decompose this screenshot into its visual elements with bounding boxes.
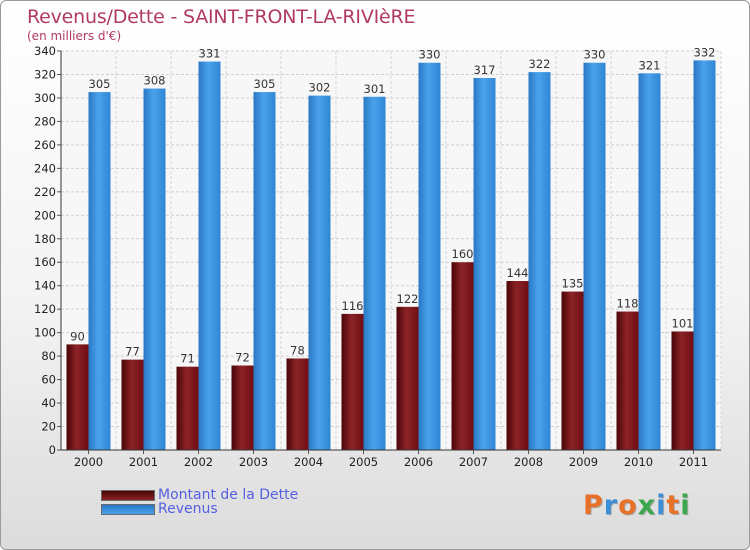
y-tick-label: 0 bbox=[49, 443, 56, 457]
y-tick-label: 20 bbox=[41, 420, 56, 434]
bar-debt bbox=[341, 313, 364, 450]
bar-debt bbox=[286, 358, 309, 450]
bar-revenue bbox=[418, 62, 441, 451]
data-label-debt: 78 bbox=[290, 343, 305, 357]
data-label-revenue: 301 bbox=[364, 82, 386, 96]
data-label-debt: 160 bbox=[452, 247, 474, 261]
x-tick-label: 2011 bbox=[679, 455, 708, 469]
bar-revenue bbox=[638, 73, 661, 450]
y-tick-label: 320 bbox=[34, 67, 56, 81]
data-label-revenue: 330 bbox=[419, 48, 441, 62]
x-tick-label: 2000 bbox=[74, 455, 103, 469]
proxiti-logo: Proxiti bbox=[583, 490, 691, 521]
data-label-debt: 71 bbox=[180, 352, 195, 366]
legend-item-revenue: Revenus bbox=[101, 501, 218, 517]
y-tick-label: 340 bbox=[34, 44, 56, 58]
bar-revenue bbox=[363, 96, 386, 451]
bar-revenue bbox=[583, 62, 606, 451]
data-label-debt: 90 bbox=[70, 329, 85, 343]
bar-debt bbox=[121, 359, 144, 450]
y-tick-label: 80 bbox=[41, 349, 56, 363]
y-tick-label: 160 bbox=[34, 255, 56, 269]
x-tick-label: 2010 bbox=[624, 455, 653, 469]
x-tick-label: 2004 bbox=[294, 455, 323, 469]
bar-revenue bbox=[473, 77, 496, 450]
bar-debt bbox=[506, 281, 529, 450]
logo-letter: P bbox=[583, 490, 604, 521]
legend-item-debt: Montant de la Dette bbox=[101, 487, 298, 503]
data-label-debt: 116 bbox=[342, 299, 364, 313]
data-label-debt: 101 bbox=[672, 316, 694, 330]
y-tick-label: 240 bbox=[34, 161, 56, 175]
data-label-revenue: 321 bbox=[639, 58, 661, 72]
x-tick-label: 2006 bbox=[404, 455, 433, 469]
bar-debt bbox=[561, 291, 584, 450]
x-tick-label: 2005 bbox=[349, 455, 378, 469]
data-label-revenue: 308 bbox=[144, 74, 166, 88]
bar-debt bbox=[66, 344, 89, 450]
x-tick-label: 2003 bbox=[239, 455, 268, 469]
logo-letter: i bbox=[656, 490, 667, 521]
bar-revenue bbox=[198, 61, 221, 450]
legend-label-revenue: Revenus bbox=[158, 501, 218, 517]
bar-debt bbox=[451, 262, 474, 450]
y-tick-label: 200 bbox=[34, 208, 56, 222]
data-label-revenue: 317 bbox=[474, 63, 496, 77]
y-tick-label: 40 bbox=[41, 396, 56, 410]
data-label-revenue: 331 bbox=[199, 47, 221, 61]
x-tick-label: 2008 bbox=[514, 455, 543, 469]
bar-debt bbox=[671, 331, 694, 450]
chart-title: Revenus/Dette - SAINT-FRONT-LA-RIVIèRE bbox=[27, 6, 416, 28]
y-tick-label: 120 bbox=[34, 302, 56, 316]
y-tick-label: 220 bbox=[34, 185, 56, 199]
data-label-debt: 77 bbox=[125, 345, 140, 359]
data-label-debt: 135 bbox=[562, 277, 584, 291]
data-label-revenue: 302 bbox=[309, 81, 331, 95]
data-label-revenue: 330 bbox=[584, 48, 606, 62]
bar-debt bbox=[231, 365, 254, 450]
bar-revenue bbox=[308, 95, 331, 450]
y-tick-label: 100 bbox=[34, 326, 56, 340]
y-tick-label: 260 bbox=[34, 138, 56, 152]
data-label-debt: 72 bbox=[235, 351, 250, 365]
bar-revenue bbox=[693, 60, 716, 450]
data-label-revenue: 305 bbox=[89, 77, 111, 91]
data-label-debt: 122 bbox=[397, 292, 419, 306]
y-tick-label: 60 bbox=[41, 373, 56, 387]
y-tick-label: 280 bbox=[34, 114, 56, 128]
bar-debt bbox=[396, 306, 419, 450]
bar-revenue bbox=[528, 72, 551, 450]
legend-swatch-revenue bbox=[101, 503, 155, 515]
logo-letter: x bbox=[637, 490, 657, 521]
x-tick-label: 2007 bbox=[459, 455, 488, 469]
logo-letter: i bbox=[680, 490, 691, 521]
x-tick-label: 2002 bbox=[184, 455, 213, 469]
bar-revenue bbox=[253, 92, 276, 450]
logo-letter: r bbox=[603, 490, 619, 521]
bar-debt bbox=[616, 311, 639, 450]
data-label-debt: 144 bbox=[507, 266, 529, 280]
x-tick-label: 2001 bbox=[129, 455, 158, 469]
chart-subtitle: (en milliers d'€) bbox=[27, 29, 122, 43]
y-tick-label: 140 bbox=[34, 279, 56, 293]
logo-letter: o bbox=[618, 490, 638, 521]
x-tick-label: 2009 bbox=[569, 455, 598, 469]
bar-revenue bbox=[143, 88, 166, 450]
data-label-revenue: 332 bbox=[694, 45, 716, 59]
bar-debt bbox=[176, 366, 199, 450]
bar-revenue bbox=[88, 92, 111, 450]
legend-swatch-debt bbox=[101, 489, 155, 501]
data-label-revenue: 322 bbox=[529, 57, 551, 71]
data-label-revenue: 305 bbox=[254, 77, 276, 91]
data-label-debt: 118 bbox=[617, 297, 639, 311]
legend-label-debt: Montant de la Dette bbox=[158, 487, 299, 503]
logo-letter: t bbox=[666, 490, 681, 521]
y-tick-label: 300 bbox=[34, 91, 56, 105]
y-tick-label: 180 bbox=[34, 232, 56, 246]
